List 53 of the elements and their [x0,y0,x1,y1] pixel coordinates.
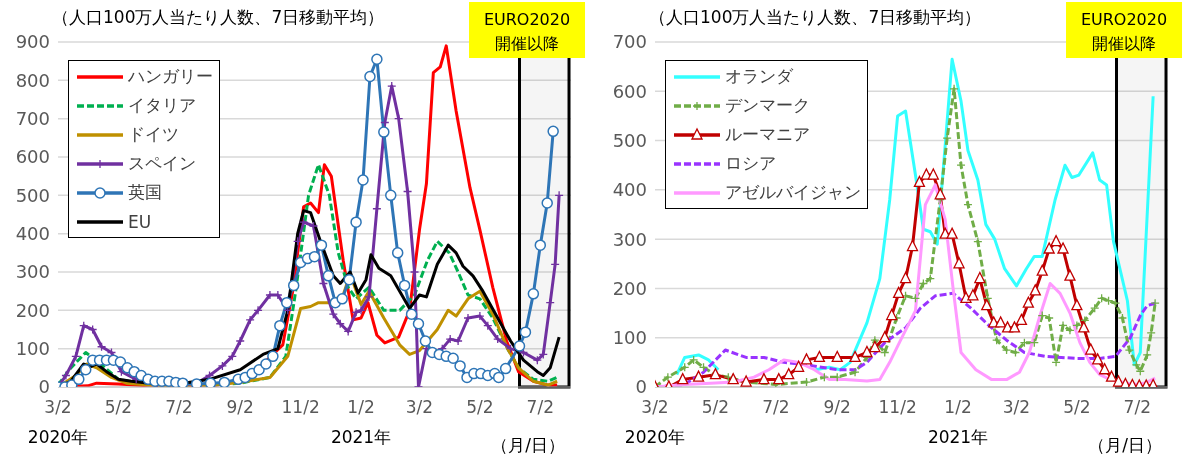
y-tick-label: 500 [612,129,647,151]
legend-label: EU [128,211,152,232]
chart-subtitle: （人口100万人当たり人数、7日移動平均） [649,6,982,29]
x-tick-label: 5/2 [1063,397,1091,417]
x-tick-label: 3/2 [1002,397,1031,417]
x-tick-label: 7/2 [165,397,193,417]
x-tick-label: 7/2 [762,397,790,417]
x-tick-label: 5/2 [104,397,133,417]
y-tick-label: 400 [15,223,50,245]
chart-subtitle: （人口100万人当たり人数、7日移動平均） [52,6,385,29]
y-tick-label: 400 [612,179,647,201]
legend-label: デンマーク [725,94,810,117]
x-tick-label: 5/2 [466,397,494,417]
y-tick-label: 300 [15,261,50,283]
legend-label: ルーマニア [725,123,810,146]
band-label: EURO2020 開催以降 [483,10,571,53]
y-tick-label: 300 [612,228,647,250]
y-tick-label: 600 [612,80,647,102]
x-tick-label: 7/2 [1123,397,1151,417]
legend-label: オランダ [725,65,793,88]
x-tick-label: 7/2 [526,397,554,417]
y-tick-label: 800 [15,69,50,91]
y-tick-label: 200 [15,299,50,321]
y-tick-label: 0 [635,376,647,398]
x-tick-label: 3/2 2020年 [624,397,686,447]
x-axis-title: （月/日） [1088,435,1162,455]
band-label: EURO2020 開催以降 [1080,10,1168,53]
y-tick-label: 700 [15,108,50,130]
y-tick-label: 900 [15,31,50,53]
legend-label: ロシア [725,152,776,175]
y-tick-label: 700 [612,31,647,53]
y-tick-label: 600 [15,146,50,168]
legend-label: ハンガリー [128,65,213,88]
x-tick-label: 11/2 [878,397,917,417]
y-tick-label: 100 [612,327,647,349]
x-tick-label: 9/2 [226,397,254,417]
legend-label: 英国 [128,181,162,204]
x-tick-label: 3/2 2020年 [27,397,89,447]
y-tick-label: 0 [38,376,50,398]
x-tick-label: 5/2 [701,397,730,417]
legend-label: アゼルバイジャン [725,181,861,204]
legend-label: イタリア [128,94,196,117]
x-axis-title: （月/日） [491,435,565,455]
y-tick-label: 500 [15,184,50,206]
legend-label: ドイツ [128,123,179,146]
x-tick-label: 11/2 [281,397,320,417]
legend-label: スペイン [128,152,196,175]
x-tick-label: 9/2 [823,397,851,417]
x-tick-label: 3/2 [405,397,434,417]
x-tick-label: 1/2 2021年 [330,397,392,447]
y-tick-label: 200 [612,277,647,299]
y-tick-label: 100 [15,338,50,360]
x-tick-label: 1/2 2021年 [927,397,989,447]
